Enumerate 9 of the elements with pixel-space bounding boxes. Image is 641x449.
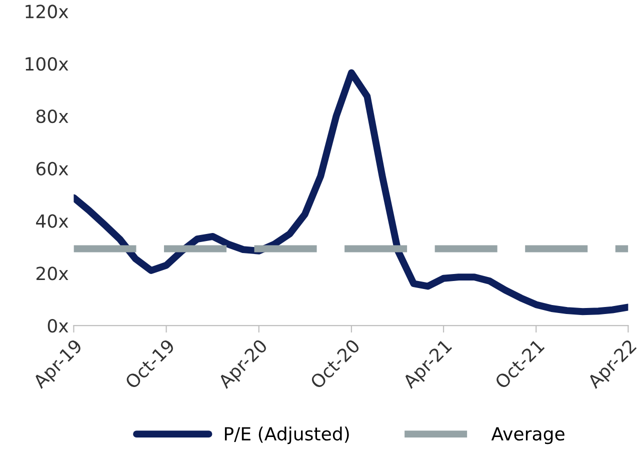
y-tick-label: 60x bbox=[36, 162, 68, 176]
y-tick-label: 20x bbox=[36, 266, 68, 280]
y-tick-label: 80x bbox=[36, 109, 68, 124]
legend-label: P/E (Adjusted) bbox=[224, 426, 349, 444]
y-tick-label: 100x bbox=[26, 57, 68, 71]
legend-label: Average bbox=[491, 427, 564, 444]
y-tick-label: 0x bbox=[48, 318, 68, 333]
y-tick-label: 40x bbox=[36, 214, 68, 228]
y-tick-label: 120x bbox=[26, 4, 68, 18]
